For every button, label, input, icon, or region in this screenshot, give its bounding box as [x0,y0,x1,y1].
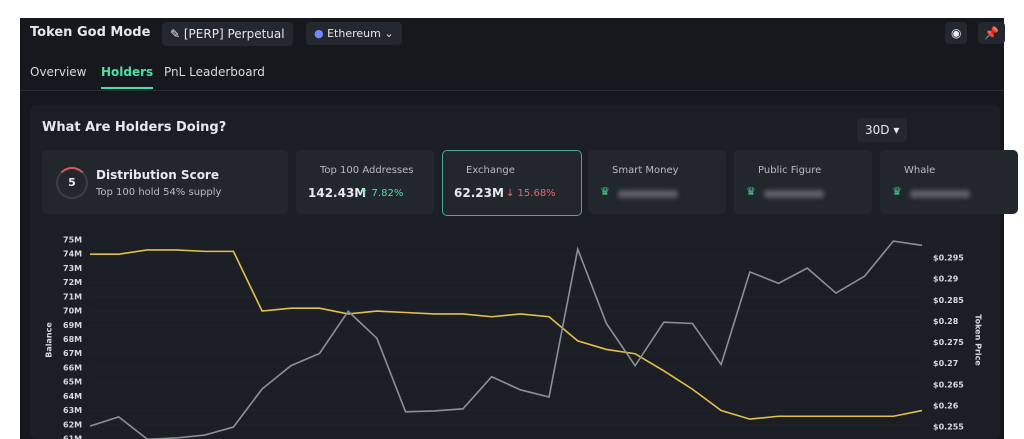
stat-value: 142.43M [308,186,367,200]
stat-card[interactable] [442,150,582,216]
chain-select[interactable]: ● Ethereum ⌄ [306,22,402,45]
crown-icon: ♛ [600,185,610,198]
blurred-value [618,190,678,198]
chain-label: Ethereum [327,27,381,40]
blurred-value [764,190,824,198]
y-tick-label: 67M [63,349,82,358]
y-tick-label: 63M [63,406,82,415]
stat-value: 62.23M [454,186,504,200]
line [89,240,923,439]
blurred-value [910,190,970,198]
period-label: 30D [865,123,890,137]
stat-card[interactable] [734,150,872,214]
y-tick-label: 65M [63,378,82,387]
y-tick-label: 70M [63,307,82,316]
y-tick-label: 71M [63,292,82,301]
stat-label: Top 100 Addresses [320,165,414,176]
tab-active[interactable]: Holders [101,65,154,89]
distribution-subtitle: Top 100 hold 54% supply [96,187,222,198]
y-tick-label: 68M [63,335,82,344]
stat-label: Smart Money [612,165,679,176]
y2-axis-label: Token Price [974,314,983,366]
y2-tick-label: $0.29 [933,275,959,284]
stat-label: Public Figure [758,165,822,176]
y-tick-label: 73M [63,264,82,273]
y2-tick-label: $0.28 [933,317,959,326]
stat-card[interactable] [588,150,726,214]
crown-icon: ♛ [892,185,902,198]
distribution-title: Distribution Score [96,168,219,182]
crown-icon: ♛ [746,185,756,198]
period-select[interactable]: 30D ▾ [857,118,908,142]
y2-tick-label: $0.26 [933,401,959,410]
y-tick-label: 64M [63,392,82,401]
stat-card[interactable] [880,150,1018,214]
stat-change: ↓ 15.68% [506,188,556,199]
y-tick-label: 62M [63,420,82,429]
stat-card[interactable] [296,150,434,214]
pin-button[interactable]: 📌 [978,22,1005,44]
y2-tick-label: $0.295 [933,254,964,263]
y-axis-label: Balance [45,322,54,358]
tab[interactable]: PnL Leaderboard [164,65,265,79]
y-tick-label: 61M [63,435,82,439]
stat-label: Exchange [466,165,515,176]
y2-tick-label: $0.255 [933,423,964,432]
divider [20,90,1004,91]
y2-tick-label: $0.27 [933,359,958,368]
y-tick-label: 69M [63,321,82,330]
perp-label: [PERP] Perpetual [183,27,285,41]
y2-tick-label: $0.265 [933,380,964,389]
y2-tick-label: $0.275 [933,338,964,347]
tab[interactable]: Overview [30,65,87,79]
y-tick-label: 66M [63,363,82,372]
stat-label: Whale [904,165,936,176]
perp-button[interactable]: ✎ [PERP] Perpetual [162,22,293,46]
score: 5 [56,167,88,199]
panel-title: What Are Holders Doing? [42,120,227,135]
y2-tick-label: $0.285 [933,296,964,305]
eye-button[interactable]: ◉ [945,22,968,44]
y-tick-label: 72M [63,278,82,287]
line [90,249,923,420]
y-tick-label: 74M [63,250,82,259]
title: Token God Mode [30,25,151,40]
stat-change: ↑ 7.82% [360,188,404,199]
y-tick-label: 75M [63,236,82,245]
